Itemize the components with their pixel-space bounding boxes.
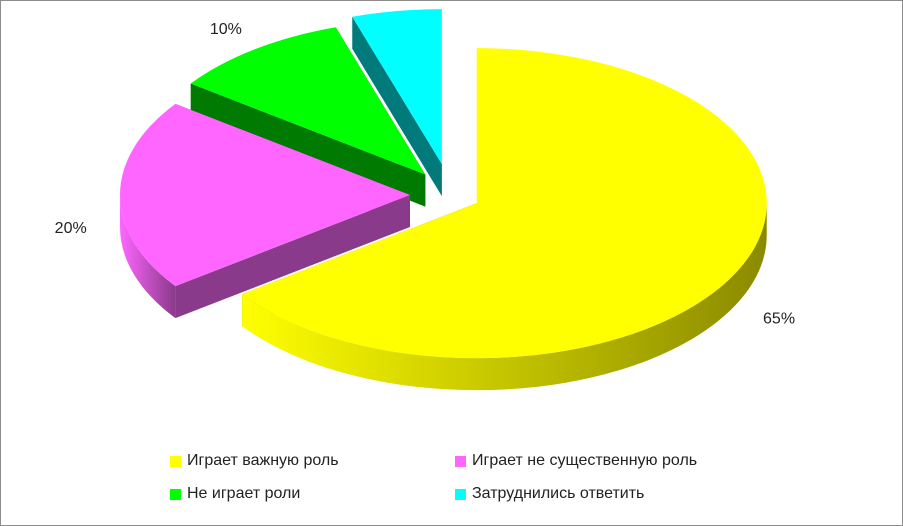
- slice-2-top: [190, 27, 426, 175]
- slice-label-2: 10%: [210, 21, 242, 38]
- slice-3-top: [352, 9, 442, 165]
- legend-swatch-1: [455, 455, 466, 467]
- slice-0: [242, 48, 767, 391]
- legend-label-2: Не играет роли: [187, 485, 301, 502]
- slice-0-outer-wall-0: [242, 203, 767, 391]
- legend-item-1: Играет не существенную роль: [455, 452, 697, 470]
- legend-label-3: Затруднились ответить: [472, 485, 645, 502]
- slice-label-1: 20%: [55, 220, 87, 237]
- slice-label-0: 65%: [763, 311, 795, 328]
- legend-item-0: Играет важную роль: [170, 452, 339, 470]
- legend-swatch-3: [455, 488, 466, 500]
- slice-1-outer-wall-0: [120, 195, 176, 319]
- slice-3: [352, 9, 442, 197]
- legend-swatch-0: [170, 455, 181, 467]
- legend-swatch-2: [170, 488, 181, 500]
- labels-layer: 5%10%20%65%: [55, 21, 795, 328]
- slice-1-top: [119, 103, 410, 287]
- slices-layer: [119, 9, 767, 391]
- slice-3-cut-face-0: [352, 16, 442, 197]
- slice-0-top: [242, 48, 767, 359]
- slice-1-cut-face-0: [175, 195, 410, 319]
- slice-1: [119, 103, 410, 319]
- legend-item-3: Затруднились ответить: [455, 485, 644, 503]
- legend-label-1: Играет не существенную роль: [472, 452, 698, 469]
- legend-item-2: Не играет роли: [170, 485, 300, 503]
- legend: Играет важную роль Играет не существенну…: [170, 448, 810, 518]
- slice-2: [190, 27, 426, 207]
- slice-2-cut-face-0: [190, 83, 426, 207]
- legend-label-0: Играет важную роль: [187, 452, 339, 469]
